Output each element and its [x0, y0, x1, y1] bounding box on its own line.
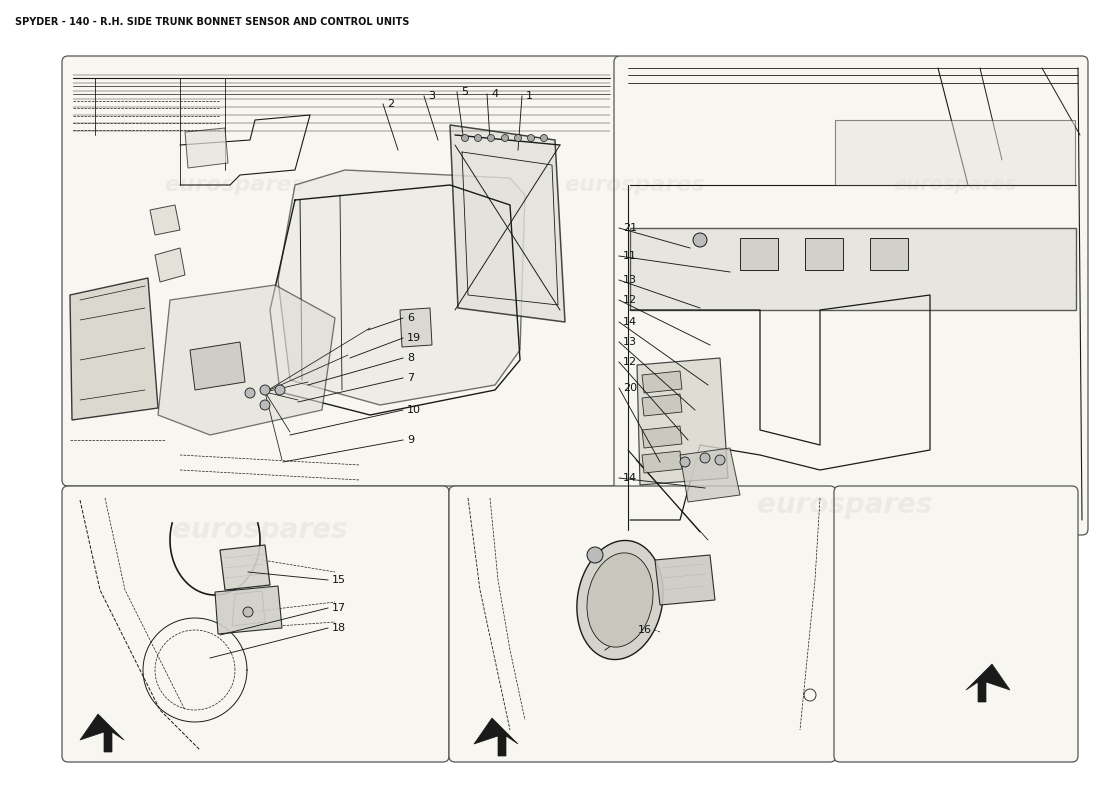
Polygon shape — [278, 170, 525, 405]
Text: 4: 4 — [491, 89, 498, 99]
Circle shape — [260, 400, 270, 410]
Text: 10: 10 — [407, 405, 421, 415]
Polygon shape — [654, 555, 715, 605]
Circle shape — [487, 134, 495, 142]
Text: 14: 14 — [623, 473, 637, 483]
Text: 13: 13 — [623, 275, 637, 285]
Polygon shape — [70, 278, 158, 420]
Circle shape — [693, 233, 707, 247]
Circle shape — [528, 134, 535, 142]
Text: 21: 21 — [623, 223, 637, 233]
Polygon shape — [642, 426, 682, 448]
Circle shape — [715, 455, 725, 465]
Text: eurospares: eurospares — [893, 175, 1016, 194]
Text: 3: 3 — [428, 91, 435, 101]
Circle shape — [700, 453, 710, 463]
Text: eurospares: eurospares — [757, 491, 933, 519]
Text: eurospares: eurospares — [173, 516, 348, 544]
Text: 15: 15 — [332, 575, 346, 585]
Text: 9: 9 — [407, 435, 414, 445]
Circle shape — [680, 457, 690, 467]
Polygon shape — [740, 238, 778, 270]
Polygon shape — [220, 545, 270, 590]
Polygon shape — [642, 451, 682, 473]
Circle shape — [540, 134, 548, 142]
Circle shape — [245, 388, 255, 398]
Text: SPYDER - 140 - R.H. SIDE TRUNK BONNET SENSOR AND CONTROL UNITS: SPYDER - 140 - R.H. SIDE TRUNK BONNET SE… — [15, 17, 409, 27]
Circle shape — [243, 607, 253, 617]
Polygon shape — [155, 248, 185, 282]
Circle shape — [474, 134, 482, 142]
Text: 2: 2 — [387, 99, 394, 109]
Polygon shape — [642, 394, 682, 416]
Text: 12: 12 — [623, 357, 637, 367]
Text: 20: 20 — [623, 383, 637, 393]
FancyBboxPatch shape — [834, 486, 1078, 762]
Polygon shape — [637, 358, 728, 485]
Polygon shape — [185, 128, 228, 168]
Text: 14: 14 — [623, 317, 637, 327]
Circle shape — [275, 385, 285, 395]
Text: eurospares: eurospares — [165, 175, 306, 195]
Text: 8: 8 — [407, 353, 414, 363]
Text: 13: 13 — [623, 337, 637, 347]
Polygon shape — [966, 664, 1010, 702]
Polygon shape — [805, 238, 843, 270]
Text: 7: 7 — [407, 373, 414, 383]
Circle shape — [587, 547, 603, 563]
FancyBboxPatch shape — [62, 56, 621, 486]
Text: 12: 12 — [623, 295, 637, 305]
Polygon shape — [80, 714, 124, 752]
Text: 19: 19 — [407, 333, 421, 343]
FancyBboxPatch shape — [62, 486, 449, 762]
Polygon shape — [680, 448, 740, 502]
Polygon shape — [400, 308, 432, 347]
Polygon shape — [450, 125, 565, 322]
Ellipse shape — [587, 553, 653, 647]
Polygon shape — [630, 228, 1076, 310]
Ellipse shape — [576, 541, 663, 659]
Circle shape — [260, 385, 270, 395]
Polygon shape — [642, 371, 682, 393]
Polygon shape — [214, 586, 282, 634]
FancyBboxPatch shape — [614, 56, 1088, 535]
Polygon shape — [474, 718, 518, 756]
Text: 17: 17 — [332, 603, 346, 613]
Text: 11: 11 — [623, 251, 637, 261]
Text: 6: 6 — [407, 313, 414, 323]
Text: 18: 18 — [332, 623, 346, 633]
Text: 1: 1 — [526, 91, 534, 101]
Text: 16: 16 — [638, 625, 652, 635]
Text: eurospares: eurospares — [564, 175, 705, 195]
Polygon shape — [190, 342, 245, 390]
FancyBboxPatch shape — [449, 486, 836, 762]
Polygon shape — [158, 285, 336, 435]
Circle shape — [515, 134, 521, 142]
Polygon shape — [870, 238, 907, 270]
Polygon shape — [150, 205, 180, 235]
Polygon shape — [835, 120, 1075, 185]
Text: 5: 5 — [461, 87, 468, 97]
Circle shape — [462, 134, 469, 142]
Circle shape — [502, 134, 508, 142]
